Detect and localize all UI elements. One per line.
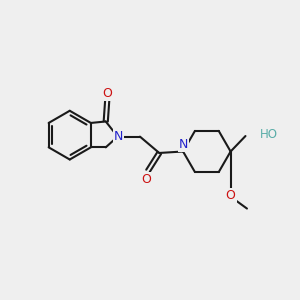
Text: O: O [226, 189, 236, 202]
Text: N: N [114, 130, 123, 143]
Text: O: O [102, 87, 112, 100]
Text: N: N [179, 138, 188, 152]
Text: O: O [142, 172, 152, 186]
Text: HO: HO [260, 128, 278, 141]
